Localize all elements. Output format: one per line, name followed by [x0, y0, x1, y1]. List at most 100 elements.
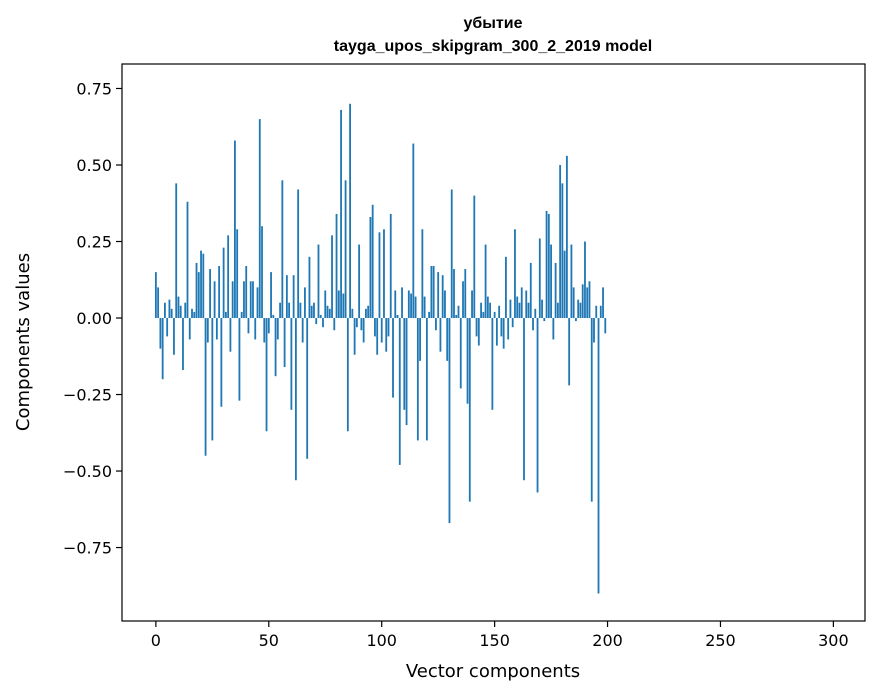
bar [500, 318, 503, 337]
bar [306, 318, 309, 459]
bar [550, 244, 552, 319]
bar [581, 284, 584, 319]
bar [604, 318, 607, 334]
bar [197, 272, 200, 319]
bar [358, 244, 361, 319]
bar [432, 265, 435, 319]
bar [342, 293, 345, 319]
bar [353, 318, 356, 355]
bar [249, 281, 252, 319]
bar [389, 213, 392, 319]
bar [459, 318, 462, 389]
bar [412, 143, 415, 319]
y-tick-label: −0.50 [63, 462, 112, 481]
bar [315, 318, 318, 325]
bar [234, 140, 236, 319]
bar [236, 229, 239, 319]
bar [294, 318, 297, 481]
bar [394, 290, 397, 319]
bar [367, 305, 370, 319]
bar [556, 302, 559, 319]
bar [407, 290, 410, 319]
bar [238, 318, 241, 401]
bar [254, 318, 257, 340]
bar [489, 302, 492, 319]
bar [179, 305, 182, 319]
bar [265, 318, 268, 432]
bar [473, 195, 476, 319]
bar [261, 226, 263, 319]
bar [518, 302, 521, 319]
bar [516, 296, 519, 319]
bar [222, 247, 225, 319]
bar [502, 318, 505, 349]
bar [283, 318, 286, 367]
x-tick-label: 0 [151, 631, 161, 650]
bar [193, 311, 196, 319]
x-tick-label: 300 [818, 631, 849, 650]
bar [202, 253, 205, 319]
bar [263, 318, 266, 343]
bar [462, 281, 464, 319]
bar [543, 318, 546, 322]
bar [229, 318, 232, 352]
bar [360, 318, 363, 331]
y-tick-label: 0.75 [76, 79, 112, 98]
bar [374, 318, 376, 337]
bar [593, 318, 595, 343]
bar [362, 318, 365, 343]
plot-frame [121, 63, 866, 622]
bar [520, 287, 523, 319]
y-axis-label: Components values [13, 253, 34, 431]
bar [588, 281, 591, 319]
bar [414, 296, 417, 319]
bar [200, 250, 202, 319]
bar [292, 275, 295, 319]
bar [240, 311, 243, 319]
bar [215, 318, 218, 340]
bar [231, 281, 234, 319]
bar [430, 265, 433, 319]
bar [182, 318, 184, 371]
bar [541, 299, 543, 319]
bar [527, 302, 530, 319]
bar [170, 308, 173, 319]
bar [455, 314, 458, 319]
bar [175, 183, 178, 319]
bar [498, 305, 501, 319]
bar [168, 299, 171, 319]
bar [335, 213, 338, 319]
bar [403, 318, 406, 410]
bar [252, 281, 254, 319]
bar [493, 311, 496, 319]
bar [529, 262, 532, 319]
bar [475, 318, 478, 337]
bar [416, 318, 419, 441]
bar [599, 305, 602, 319]
bar [439, 318, 442, 352]
bar [346, 318, 349, 432]
bar [380, 318, 383, 343]
bar [559, 164, 562, 319]
bar [276, 318, 279, 340]
bar [565, 155, 568, 319]
bar [486, 296, 489, 319]
bar [326, 305, 329, 319]
bar [484, 244, 487, 319]
bar [328, 308, 331, 319]
x-axis: 0 50 100 150 200 250 300 [151, 621, 849, 650]
bar [274, 318, 277, 377]
bar [532, 318, 534, 331]
bar [577, 299, 580, 319]
chart-title: убытие [463, 15, 522, 32]
bar [480, 302, 482, 319]
bar [340, 109, 342, 319]
bar [428, 311, 431, 319]
bar [337, 290, 340, 319]
bar [173, 318, 175, 355]
bar [457, 305, 460, 319]
bar [281, 180, 284, 319]
bar [220, 318, 223, 407]
bar [166, 318, 169, 337]
